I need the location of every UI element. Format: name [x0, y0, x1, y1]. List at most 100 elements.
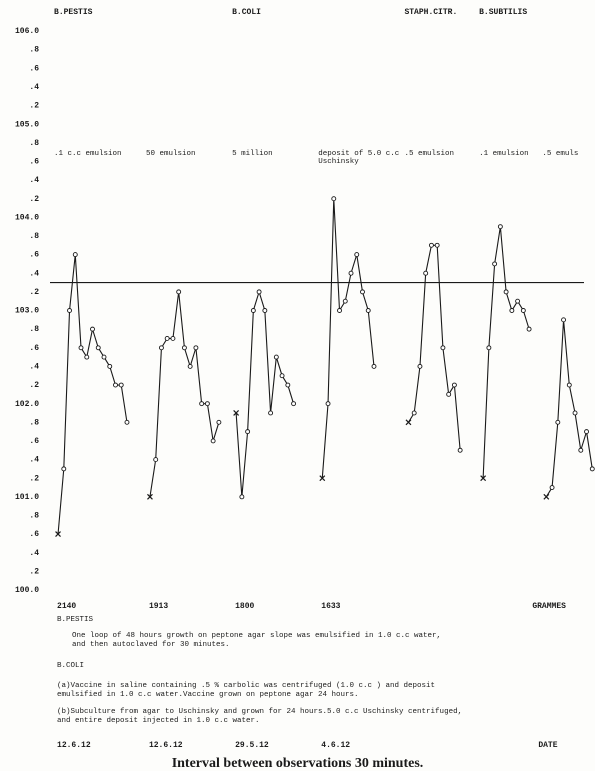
point-marker [486, 345, 492, 351]
organism-label: B.PESTIS [54, 8, 93, 17]
weight-label: 1800 [235, 602, 254, 611]
point-marker [549, 485, 555, 490]
series-label: 5 million [232, 150, 273, 158]
point-marker [181, 345, 187, 351]
y-tick-label: .4 [29, 456, 39, 465]
point-marker [216, 419, 222, 425]
y-tick-label: .4 [29, 549, 39, 558]
point-marker [354, 252, 360, 258]
y-tick-label: .2 [29, 381, 39, 390]
point-marker [101, 354, 107, 360]
y-tick-label: 103.0 [15, 307, 39, 316]
date-heading: DATE [538, 741, 557, 750]
point-marker [578, 447, 584, 453]
point-marker [526, 326, 532, 332]
point-marker [256, 289, 262, 295]
point-marker [572, 410, 578, 416]
point-marker [113, 382, 118, 388]
point-marker [90, 326, 95, 332]
note-heading: B.PESTIS [57, 616, 94, 624]
date-label: 12.6.12 [57, 741, 91, 750]
series-line [407, 244, 461, 451]
point-marker [268, 410, 274, 416]
y-tick-label: .2 [29, 474, 39, 483]
point-marker [187, 363, 193, 369]
point-marker [67, 308, 72, 313]
point-marker [584, 429, 589, 435]
start-marker [55, 531, 61, 538]
y-tick-label: .8 [29, 139, 39, 148]
point-marker [176, 289, 182, 295]
series-line [235, 290, 295, 497]
y-tick-label: .6 [29, 251, 39, 260]
point-marker [434, 242, 440, 248]
point-marker [95, 345, 101, 351]
y-tick-label: .2 [29, 288, 39, 297]
y-tick-label: .4 [29, 83, 39, 92]
point-marker [170, 336, 176, 341]
point-marker [325, 401, 331, 407]
point-marker [503, 289, 509, 295]
point-marker [360, 289, 365, 295]
point-marker [153, 457, 159, 463]
point-marker [423, 270, 429, 276]
point-marker [428, 242, 434, 248]
point-marker [262, 308, 268, 313]
y-tick-label: .6 [29, 158, 39, 167]
point-marker [365, 308, 371, 313]
point-marker [72, 252, 78, 258]
start-marker [405, 419, 412, 426]
y-tick-label: 106.0 [15, 27, 39, 36]
point-marker [457, 447, 463, 453]
point-marker [497, 224, 503, 230]
y-tick-label: .8 [29, 232, 39, 241]
y-tick-label: .6 [29, 437, 39, 446]
point-marker [291, 401, 297, 407]
point-marker [124, 419, 130, 425]
weight-label: 1633 [321, 602, 340, 611]
organism-label: STAPH.CITR. [404, 8, 457, 17]
point-marker [440, 345, 446, 351]
series-line [57, 254, 128, 535]
point-marker [193, 345, 199, 351]
point-marker [492, 261, 498, 267]
point-marker [273, 354, 279, 360]
series-label: 50 emulsion [145, 150, 196, 158]
point-marker [199, 401, 205, 407]
date-label: 29.5.12 [235, 741, 269, 750]
y-tick-label: .4 [29, 176, 39, 185]
y-tick-label: 102.0 [15, 400, 39, 409]
point-marker [239, 494, 245, 500]
note-line: One loop of 48 hours growth on peptone a… [72, 632, 442, 640]
point-marker [250, 308, 256, 313]
point-marker [509, 308, 515, 313]
y-tick-label: .6 [29, 530, 39, 539]
point-marker [158, 345, 164, 351]
point-marker [446, 391, 452, 397]
point-marker [589, 466, 595, 472]
note-line: and then autoclaved for 30 minutes. [72, 641, 230, 649]
series-label: .1 emulsion [479, 150, 529, 158]
y-tick-label: .6 [29, 64, 39, 73]
start-marker [480, 475, 487, 482]
y-tick-label: .2 [29, 195, 39, 204]
point-marker [285, 382, 291, 388]
point-marker [555, 419, 561, 425]
point-marker [520, 308, 526, 313]
y-tick-label: .2 [29, 102, 39, 111]
date-label: 4.6.12 [321, 741, 350, 750]
point-marker [515, 298, 521, 304]
y-tick-label: 100.0 [15, 586, 39, 595]
y-tick-label: .8 [29, 46, 39, 55]
note-heading: B.COLI [57, 662, 85, 670]
date-label: 12.6.12 [149, 741, 183, 750]
point-marker [118, 382, 124, 388]
y-tick-label: .8 [29, 418, 39, 427]
point-marker [204, 401, 210, 407]
point-marker [78, 345, 84, 351]
y-tick-label: .4 [29, 269, 39, 278]
point-marker [107, 363, 113, 369]
start-marker [233, 410, 240, 416]
series-line [321, 198, 375, 479]
